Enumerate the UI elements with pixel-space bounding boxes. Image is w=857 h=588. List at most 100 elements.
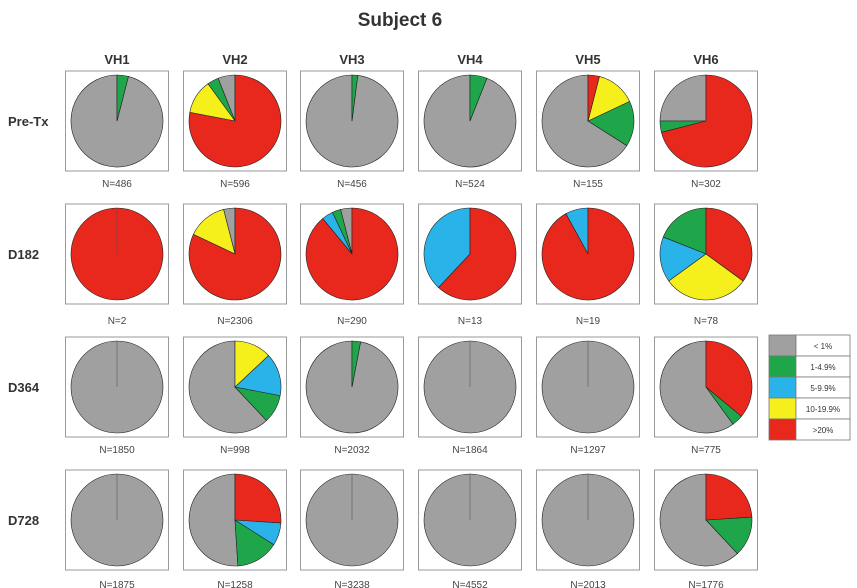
sample-size-label: N=456 [337,179,367,190]
column-headers: VH1 VH2 VH3 VH4 VH5 VH6 [104,52,718,67]
sample-size-label: N=290 [337,316,367,327]
pie-slice-10-19-9 [234,340,269,388]
row-headers: Pre-Tx D182 D364 D728 [8,114,49,528]
pie-slice-20 [587,74,600,122]
sample-size-label: N=1258 [217,580,253,588]
sample-size-label: N=155 [573,179,603,190]
sample-size-label: N=4552 [452,580,488,588]
legend: < 1% 1-4.9% 5-9.9% 10-19.9% >20% [768,334,851,441]
sample-size-label: N=78 [694,316,719,327]
pie-slice-1 [659,74,707,122]
pie-slice-1 [659,340,734,434]
sample-size-label: N=2032 [334,445,370,456]
pie-slice-5-9-9 [659,236,707,282]
pie-cell-d182-vh5: N=19 [536,203,640,327]
pie-cell-d364-vh3: N=2032 [300,336,404,456]
legend-label: >20% [813,426,834,435]
pie-cell-d728-vh4: N=4552 [418,469,522,588]
pie-slice-20 [705,340,753,417]
pie-cell-pre-tx-vh5: N=155 [536,70,640,190]
sample-size-label: N=13 [458,316,483,327]
legend-label: 1-4.9% [810,363,835,372]
pie-slice-1 [659,473,738,567]
pie-cell-d364-vh6: N=775 [654,336,758,456]
column-header-vh6: VH6 [693,52,718,67]
legend-item-10-19-9: 10-19.9% [768,397,851,420]
sample-size-label: N=2013 [570,580,606,588]
pie-slice-1-4-9 [662,207,707,255]
sample-size-label: N=1776 [688,580,724,588]
pie-cell-pre-tx-vh6: N=302 [654,70,758,190]
column-header-vh2: VH2 [222,52,247,67]
pie-slice-20 [234,473,282,524]
pie-slice-1 [188,340,267,434]
sample-size-label: N=3238 [334,580,370,588]
sample-size-label: N=1850 [99,445,135,456]
pie-slice-1-4-9 [469,74,488,122]
sample-size-label: N=2306 [217,316,253,327]
row-header-pre-tx: Pre-Tx [8,114,49,129]
pie-cell-d182-vh6: N=78 [654,203,758,327]
row-header-d364: D364 [8,380,40,395]
pie-cell-d728-vh5: N=2013 [536,469,640,588]
legend-label: < 1% [814,342,832,351]
legend-swatch [768,334,797,357]
legend-item-1: < 1% [768,334,851,357]
sample-size-label: N=302 [691,179,721,190]
pie-slice-1 [188,473,239,567]
sample-size-label: N=2 [108,316,127,327]
pie-slice-20 [438,207,517,301]
pie-cell-d364-vh5: N=1297 [536,336,640,456]
pie-cell-pre-tx-vh2: N=596 [183,70,287,190]
pie-cells: N=486 N=596 N=456 N=524 N=155 N=302 N=2 N=2306 N… [65,70,758,588]
pie-slice-5-9-9 [423,207,471,288]
pie-cell-d182-vh1: N=2 [65,203,169,327]
pie-slice-20 [541,207,635,301]
pie-slice-1-4-9 [587,101,635,147]
pie-cell-d182-vh3: N=290 [300,203,404,327]
row-header-d182: D182 [8,247,39,262]
pie-slice-20 [188,207,282,301]
pie-cell-pre-tx-vh4: N=524 [418,70,522,190]
legend-swatch [768,397,797,420]
column-header-vh5: VH5 [575,52,600,67]
chart-title: Subject 6 [358,10,442,31]
legend-swatch [768,376,797,399]
legend-swatch [768,418,797,441]
sample-size-label: N=1875 [99,580,135,588]
sample-size-label: N=1864 [452,445,488,456]
column-header-vh4: VH4 [457,52,483,67]
legend-item-5-9-9: 5-9.9% [768,376,851,399]
pie-cell-d728-vh1: N=1875 [65,469,169,588]
legend-item-20: >20% [768,418,851,441]
pie-cell-d182-vh4: N=13 [418,203,522,327]
sample-size-label: N=486 [102,179,132,190]
pie-slice-1-4-9 [351,74,359,122]
pie-cell-pre-tx-vh1: N=486 [65,70,169,190]
sample-size-label: N=998 [220,445,250,456]
sample-size-label: N=775 [691,445,721,456]
pie-cell-d364-vh4: N=1864 [418,336,522,456]
sample-size-label: N=596 [220,179,250,190]
pie-slice-1 [541,74,628,168]
row-header-d728: D728 [8,513,39,528]
legend-label: 5-9.9% [810,384,835,393]
legend-swatch [768,355,797,378]
pie-cell-d364-vh2: N=998 [183,336,287,456]
pie-cell-d182-vh2: N=2306 [183,203,287,327]
legend-item-1-4-9: 1-4.9% [768,355,851,378]
column-header-vh1: VH1 [104,52,129,67]
sample-size-label: N=19 [576,316,601,327]
pie-slice-1-4-9 [351,340,361,388]
pie-slice-20 [705,473,753,521]
sample-size-label: N=524 [455,179,485,190]
column-header-vh3: VH3 [339,52,364,67]
pie-slice-20 [705,207,753,282]
pie-slice-20 [661,74,753,168]
pie-slice-20 [188,74,282,168]
pie-slice-20 [305,207,399,301]
pie-cell-d728-vh3: N=3238 [300,469,404,588]
sample-size-label: N=1297 [570,445,606,456]
legend-label-box [795,418,851,441]
